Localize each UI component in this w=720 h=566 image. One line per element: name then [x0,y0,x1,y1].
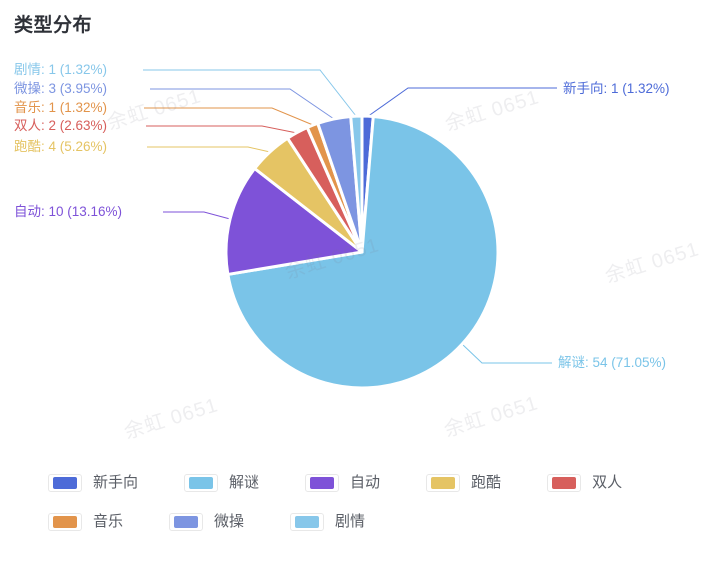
callout-label-zidong: 自动: 10 (13.16%) [14,204,123,219]
legend-item-微操[interactable]: 微操 [169,513,244,531]
leader-line-shuangren [146,125,298,134]
legend: 新手向 解谜 自动 跑酷 双人 [48,474,688,552]
legend-item-label: 微操 [214,513,245,530]
legend-item-label: 跑酷 [471,474,502,491]
legend-swatch-icon [426,474,461,492]
leader-line-zidong [163,211,231,220]
leader-line-weicao [150,88,335,120]
legend-item-label: 自动 [350,474,381,491]
leader-line-juqing [143,69,357,117]
legend-item-音乐[interactable]: 音乐 [48,513,123,531]
legend-swatch-icon [290,513,325,531]
legend-item-双人[interactable]: 双人 [547,474,622,492]
callout-label-xinshouxiang: 新手向: 1 (1.32%) [563,81,670,96]
legend-item-label: 新手向 [93,474,139,491]
pie-slices [224,114,500,390]
legend-item-label: 解谜 [229,474,260,491]
legend-swatch-icon [184,474,219,492]
callout-label-yinyue: 音乐: 1 (1.32%) [14,100,108,115]
legend-item-label: 剧情 [335,513,366,530]
callout-label-juqing: 剧情: 1 (1.32%) [14,62,108,77]
legend-item-解谜[interactable]: 解谜 [184,474,259,492]
leader-line-jiemi [461,343,552,364]
legend-item-label: 双人 [592,474,623,491]
callout-label-weicao: 微操: 3 (3.95%) [14,81,108,96]
pie-slice-自动[interactable] [224,167,364,276]
legend-swatch-icon [305,474,340,492]
callout-label-shuangren: 双人: 2 (2.63%) [14,118,108,133]
legend-swatch-icon [48,513,82,531]
leader-lines [143,69,557,364]
legend-swatch-icon [169,513,204,531]
pie-slice-剧情[interactable] [349,114,364,254]
callout-label-jiemi: 解谜: 54 (71.05%) [558,355,667,370]
legend-item-自动[interactable]: 自动 [305,474,380,492]
leader-line-xinshouxiang [366,87,557,118]
leader-line-paoku [147,146,271,153]
legend-item-剧情[interactable]: 剧情 [290,513,365,531]
legend-swatch-icon [547,474,582,492]
leader-line-yinyue [144,107,314,126]
legend-item-跑酷[interactable]: 跑酷 [426,474,501,492]
legend-item-新手向[interactable]: 新手向 [48,474,138,492]
legend-item-label: 音乐 [93,513,124,530]
chart-title: 类型分布 [14,15,93,36]
legend-swatch-icon [48,474,82,492]
callout-label-paoku: 跑酷: 4 (5.26%) [14,139,108,154]
